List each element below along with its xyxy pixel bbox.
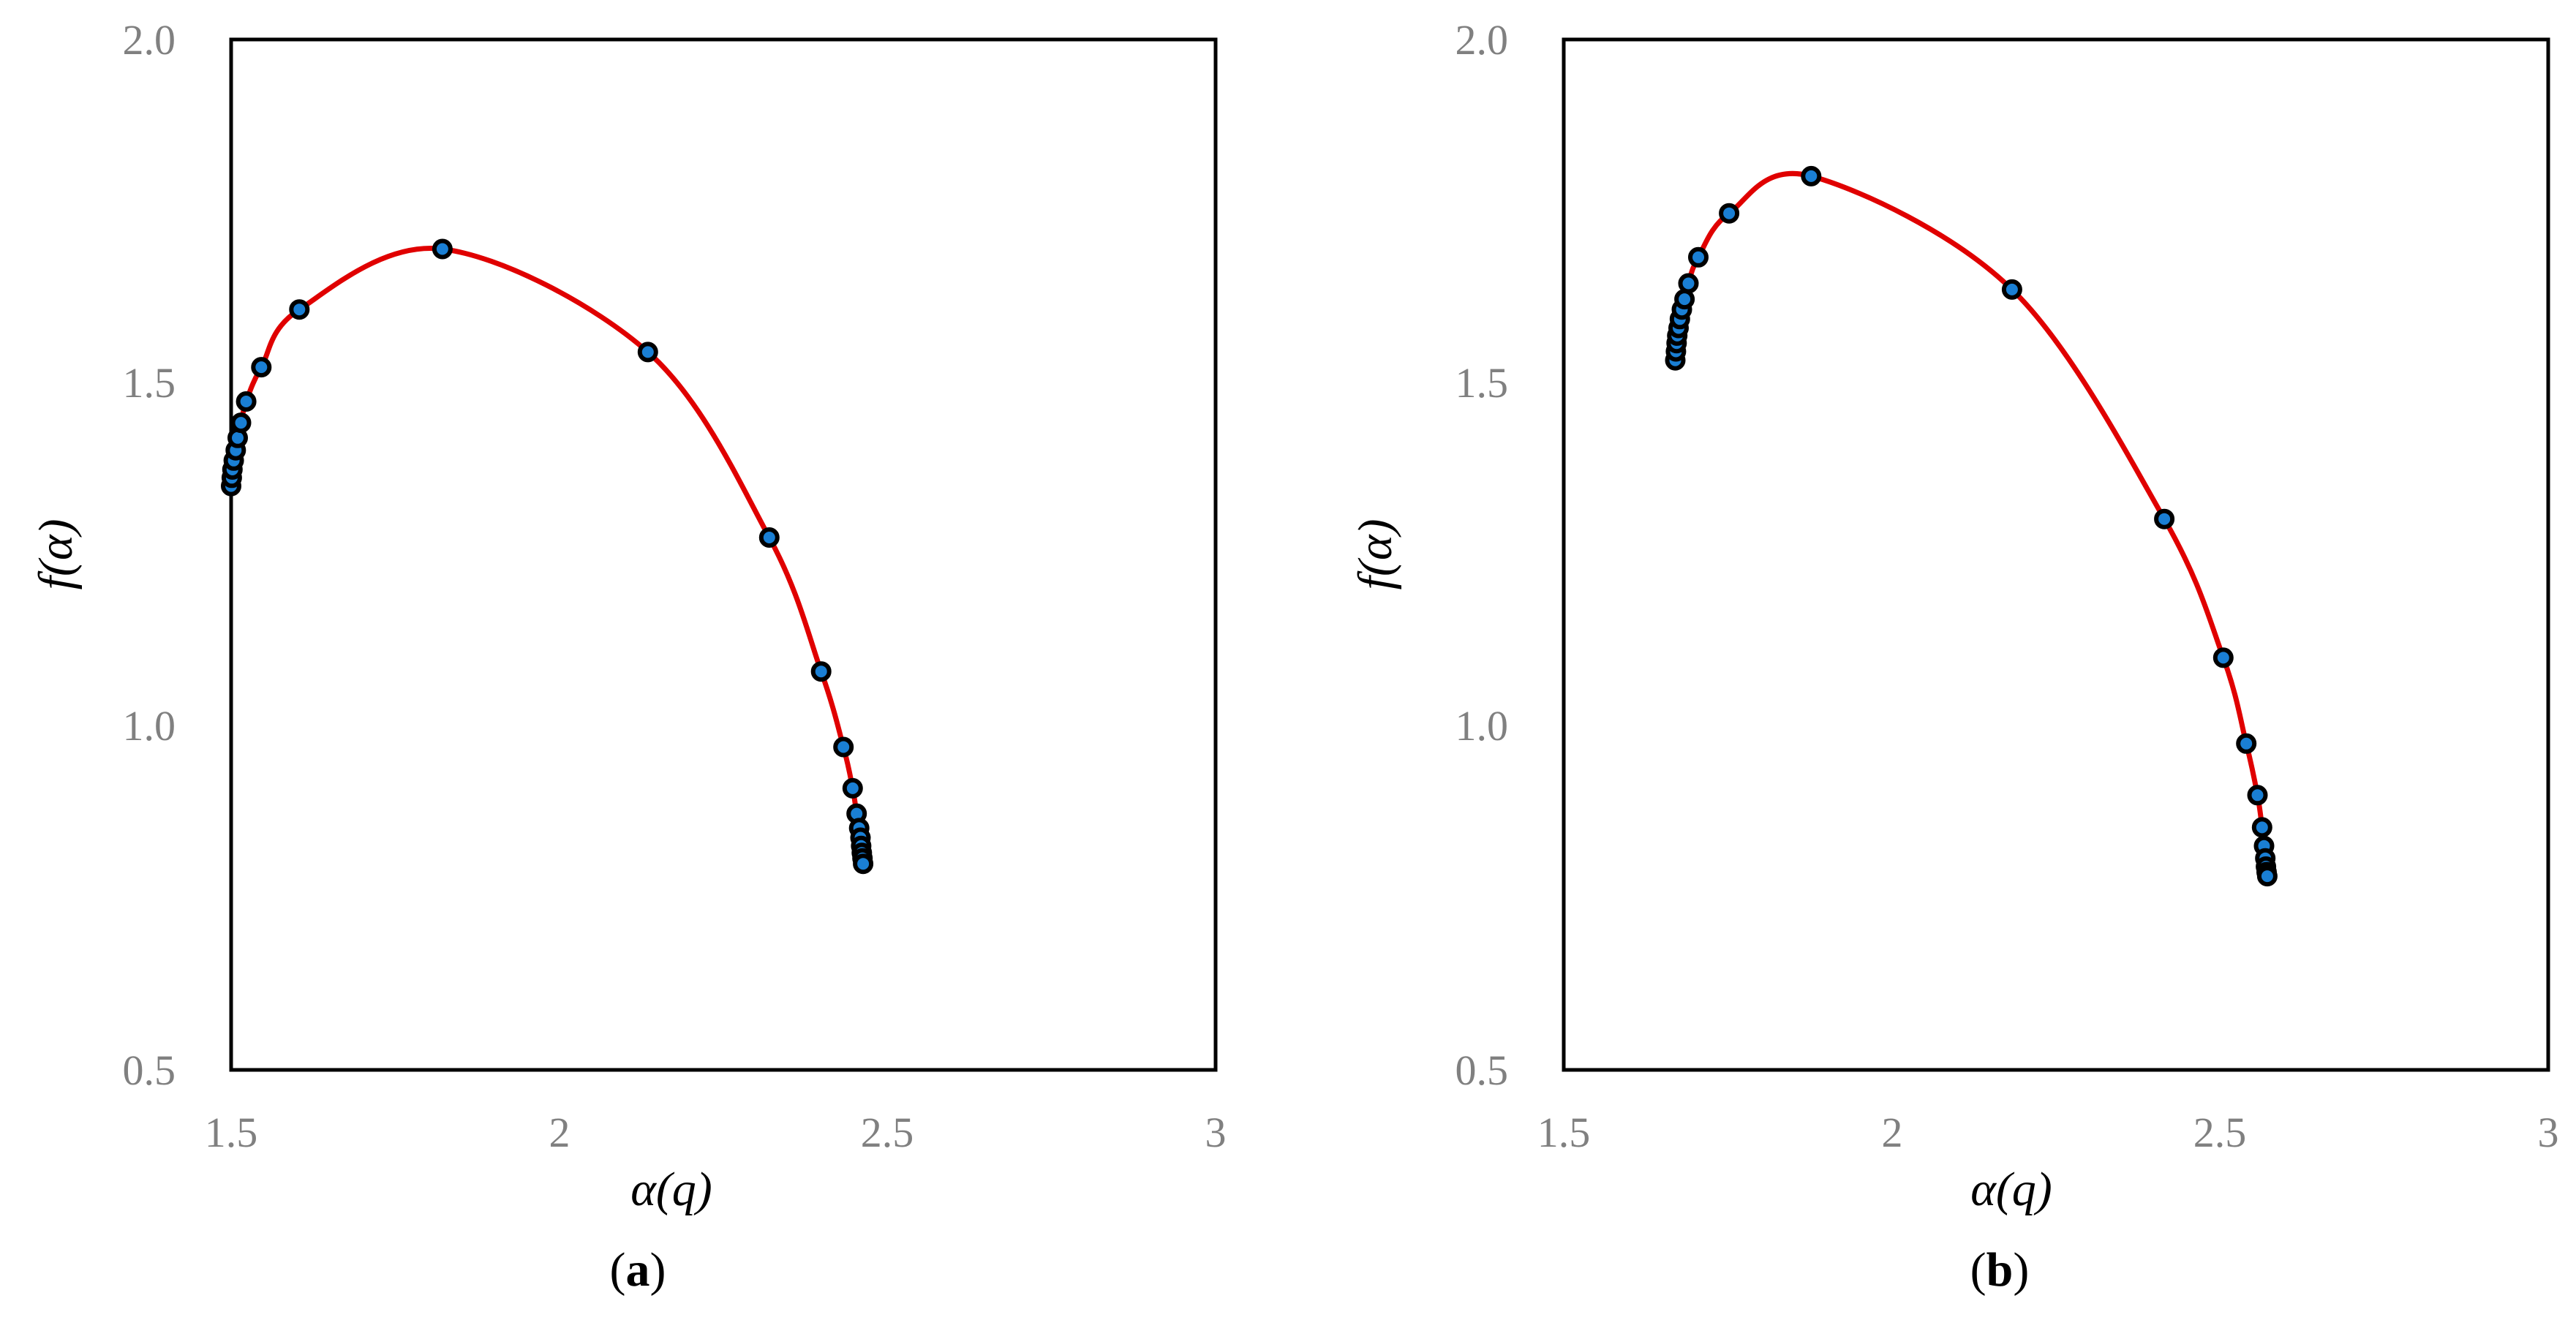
- plot-frame: [229, 37, 1218, 1072]
- panel-label: (a): [610, 1243, 666, 1297]
- data-point: [2001, 279, 2022, 300]
- data-point: [2247, 785, 2268, 806]
- x-tick-label: 3: [1205, 1109, 1227, 1156]
- y-tick-label: 1.0: [123, 702, 176, 750]
- data-point: [251, 357, 272, 378]
- data-point: [230, 412, 252, 434]
- x-tick-label: 1.5: [1537, 1109, 1591, 1156]
- y-axis-label: f(α): [29, 519, 83, 590]
- x-tick-label: 2.5: [861, 1109, 914, 1156]
- chart-panel-a: 0.5 1.0 1.5 2.0 1.5 2 2.5 3 α(q) f(α) (a…: [29, 16, 1227, 1297]
- y-tick-label: 2.0: [123, 16, 176, 64]
- data-point: [1674, 289, 1695, 310]
- series-curve: [1673, 170, 2270, 877]
- data-point: [2236, 733, 2257, 754]
- data-point: [432, 238, 453, 260]
- y-tick-label: 2.0: [1455, 16, 1509, 64]
- y-tick-label: 1.5: [123, 359, 176, 407]
- x-axis-label: α(q): [1970, 1163, 2052, 1216]
- data-point: [236, 391, 257, 412]
- data-point: [1719, 203, 1740, 224]
- data-point: [2154, 508, 2175, 529]
- data-point: [842, 777, 863, 799]
- data-point: [2251, 817, 2272, 838]
- data-point: [1678, 273, 1699, 294]
- x-tick-label: 3: [2538, 1109, 2559, 1156]
- x-tick-label: 2: [549, 1109, 570, 1156]
- data-point: [2256, 866, 2278, 887]
- y-tick-label: 0.5: [123, 1046, 176, 1094]
- data-point: [1688, 246, 1709, 268]
- y-tick-label: 1.0: [1455, 702, 1509, 750]
- data-point: [853, 853, 874, 875]
- y-tick-label: 1.5: [1455, 359, 1509, 407]
- marker-layer: [221, 238, 874, 875]
- x-tick-label: 2: [1882, 1109, 1903, 1156]
- data-point: [289, 299, 310, 320]
- series-curve: [228, 246, 866, 864]
- panel-label: (b): [1970, 1243, 2030, 1297]
- y-tick-label: 0.5: [1455, 1046, 1509, 1094]
- y-axis-label: f(α): [1349, 519, 1402, 590]
- data-point: [2212, 647, 2234, 668]
- data-point: [1801, 165, 1822, 186]
- x-tick-label: 1.5: [205, 1109, 258, 1156]
- x-tick-label: 2.5: [2193, 1109, 2247, 1156]
- marker-layer: [1665, 165, 2278, 887]
- panel-letter: a: [626, 1243, 650, 1297]
- chart-panel-b: 0.5 1.0 1.5 2.0 1.5 2 2.5 3 α(q) f(α) (b…: [1349, 16, 2559, 1297]
- data-point: [810, 661, 832, 682]
- panel-letter: b: [1986, 1243, 2014, 1297]
- data-point: [833, 736, 854, 758]
- x-axis-label: α(q): [630, 1163, 712, 1216]
- plot-frame: [1562, 37, 2550, 1072]
- data-point: [637, 342, 658, 363]
- data-point: [758, 527, 780, 548]
